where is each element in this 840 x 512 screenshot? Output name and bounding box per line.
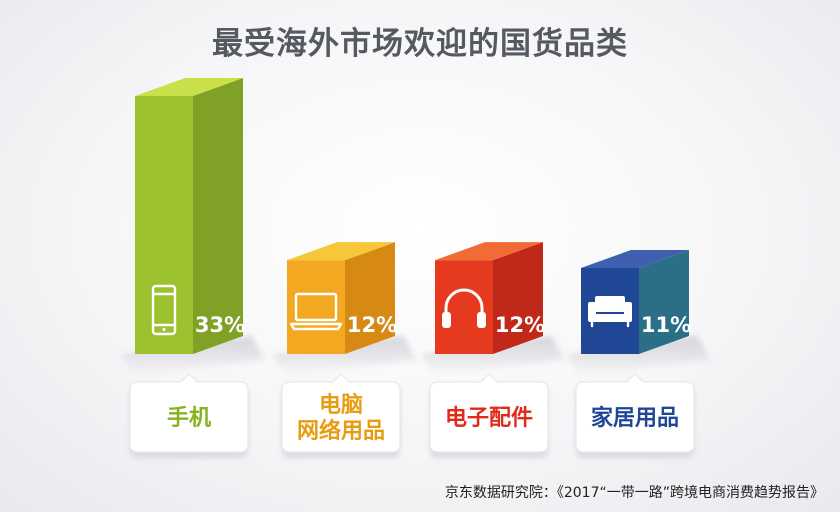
chart-title: 最受海外市场欢迎的国货品类 xyxy=(212,26,628,62)
bar-floor-shadow xyxy=(421,336,565,376)
bar-floor-shadow xyxy=(567,336,711,376)
bar-floor-shadow xyxy=(121,336,265,376)
bar-side-face xyxy=(639,250,689,354)
source-note: 京东数据研究院：《2017“一带一路”跨境电商消费趋势报告》 xyxy=(444,485,824,501)
bar-value-label: 12% xyxy=(495,313,545,337)
label-bubble xyxy=(575,373,695,453)
bar-floor-shadow xyxy=(273,336,417,376)
bar-top-face xyxy=(135,78,243,96)
category-label-4: 家居用品 xyxy=(575,373,695,458)
phone-icon xyxy=(151,284,177,336)
bar-front-face xyxy=(435,260,493,354)
bar-side-face xyxy=(193,78,243,354)
category-label-1: 手机 xyxy=(129,373,249,458)
category-label-text: 电子配件 xyxy=(445,406,533,431)
category-label-text: 家居用品 xyxy=(591,405,679,431)
laptop-icon xyxy=(289,292,343,331)
sofa-icon xyxy=(588,296,632,328)
label-bubble xyxy=(429,373,549,453)
bar-top-face xyxy=(435,242,543,261)
bar-front-face xyxy=(135,96,193,354)
bar-top-face xyxy=(287,242,395,261)
label-bubble xyxy=(281,373,401,453)
bar-3: 12% xyxy=(421,242,565,376)
bar-value-label: 11% xyxy=(641,313,691,337)
bar-4: 11% xyxy=(567,250,711,376)
category-label-text: 手机 xyxy=(167,406,211,431)
bar-2: 12% xyxy=(273,242,417,376)
category-label-text: 网络用品 xyxy=(297,418,385,444)
bar-value-label: 12% xyxy=(347,313,397,337)
bar-top-face xyxy=(581,250,689,268)
headphones-icon xyxy=(442,288,486,328)
bar-value-label: 33% xyxy=(195,313,245,337)
bar-1: 33% xyxy=(121,78,265,376)
bar-side-face xyxy=(493,242,543,354)
category-label-text: 电脑 xyxy=(319,392,363,418)
category-label-3: 电子配件 xyxy=(429,373,549,458)
bar-side-face xyxy=(345,242,395,354)
label-bubble xyxy=(129,373,249,453)
